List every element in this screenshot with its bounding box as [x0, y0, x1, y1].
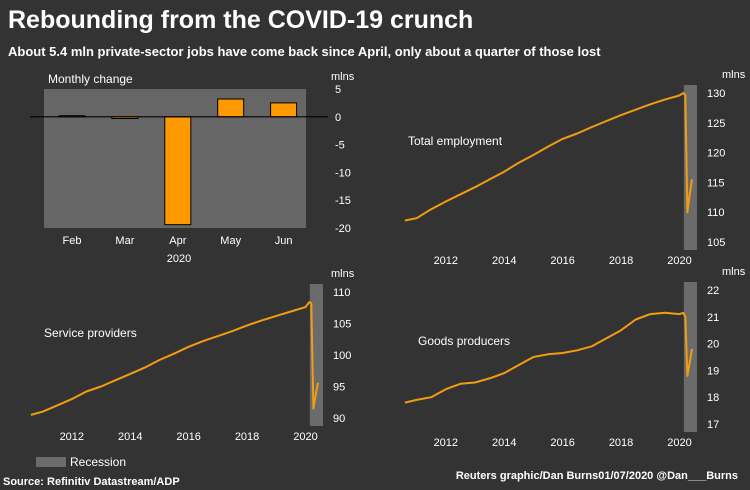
bar-may — [217, 98, 245, 118]
goods-producers-y-tick-label: 19 — [707, 365, 719, 377]
service-providers-y-tick-label: 105 — [333, 319, 351, 331]
bar-x-tick-label: Feb — [63, 235, 82, 247]
source-note: Source: Refinitiv Datastream/ADP — [3, 476, 180, 488]
service-providers-y-tick-label: 90 — [333, 413, 345, 425]
bar-y-tick-label: -5 — [335, 140, 345, 152]
bar-y-tick-label: 0 — [335, 112, 341, 124]
total-employment-series-line — [404, 92, 693, 222]
service-providers-y-tick-label: 95 — [333, 382, 345, 394]
service-providers-chart-title: Service providers — [44, 326, 137, 340]
recession-legend-swatch — [36, 457, 66, 467]
bar-y-tick-label: 5 — [335, 84, 341, 96]
bar-chart-title: Monthly change — [48, 72, 133, 86]
goods-producers-y-tick-label: 18 — [707, 392, 719, 404]
service-providers-series-line — [30, 301, 319, 416]
goods-producers-x-tick-label: 2012 — [434, 437, 458, 449]
total-employment-chart-title: Total employment — [408, 134, 503, 148]
bar-y-tick-label: -20 — [335, 223, 351, 235]
total-employment-y-tick-label: 105 — [707, 237, 725, 249]
bar-y-tick-label: -10 — [335, 167, 351, 179]
service-providers-y-tick-label: 100 — [333, 350, 351, 362]
bar-jun — [270, 102, 298, 118]
total-employment-y-tick-label: 110 — [707, 207, 725, 219]
total-employment-x-tick-label: 2014 — [492, 255, 516, 267]
total-employment-y-tick-label: 125 — [707, 118, 725, 130]
bar-y-tick-label: -15 — [335, 195, 351, 207]
bar-apr — [164, 116, 192, 226]
total-employment-y-tick-label: 130 — [707, 88, 725, 100]
total-employment-x-tick-label: 2016 — [550, 255, 574, 267]
goods-producers-y-tick-label: 21 — [707, 312, 719, 324]
credit-note: Reuters graphic/Dan Burns01/07/2020 @Dan… — [455, 470, 738, 482]
bar-x-tick-label: Jun — [275, 235, 293, 247]
service-providers-x-tick-label: 2016 — [176, 431, 200, 443]
bar-x-tick-label: Mar — [115, 235, 134, 247]
goods-producers-x-tick-label: 2016 — [550, 437, 574, 449]
total-employment-x-tick-label: 2018 — [609, 255, 633, 267]
goods-producers-series-line — [404, 311, 693, 404]
goods-producers-unit-label: mlns — [722, 266, 746, 278]
service-providers-x-tick-label: 2018 — [235, 431, 259, 443]
goods-producers-x-tick-label: 2018 — [609, 437, 633, 449]
service-providers-x-tick-label: 2014 — [118, 431, 142, 443]
service-providers-unit-label: mlns — [331, 268, 355, 280]
total-employment-x-tick-label: 2012 — [434, 255, 458, 267]
service-providers-x-tick-label: 2020 — [293, 431, 317, 443]
bar-x-tick-label: Apr — [169, 235, 186, 247]
bar-x-tick-label: May — [220, 235, 241, 247]
goods-producers-x-tick-label: 2014 — [492, 437, 516, 449]
service-providers-x-tick-label: 2012 — [60, 431, 84, 443]
legend: Recession — [36, 455, 126, 469]
goods-producers-y-tick-label: 22 — [707, 285, 719, 297]
total-employment-y-tick-label: 115 — [707, 177, 725, 189]
goods-producers-chart-title: Goods producers — [418, 334, 510, 348]
service-providers-y-tick-label: 110 — [333, 287, 351, 299]
goods-producers-y-tick-label: 20 — [707, 339, 719, 351]
chart-title: Rebounding from the COVID-19 crunch — [8, 6, 474, 34]
total-employment-unit-label: mlns — [722, 69, 746, 81]
total-employment-x-tick-label: 2020 — [667, 255, 691, 267]
chart-subtitle: About 5.4 mln private-sector jobs have c… — [8, 44, 601, 59]
legend-label: Recession — [70, 455, 127, 469]
bar-x-axis-label: 2020 — [167, 253, 191, 265]
total-employment-y-tick-label: 120 — [707, 148, 725, 160]
bar-unit-label: mlns — [331, 71, 355, 83]
goods-producers-y-tick-label: 17 — [707, 419, 719, 431]
goods-producers-x-tick-label: 2020 — [667, 437, 691, 449]
